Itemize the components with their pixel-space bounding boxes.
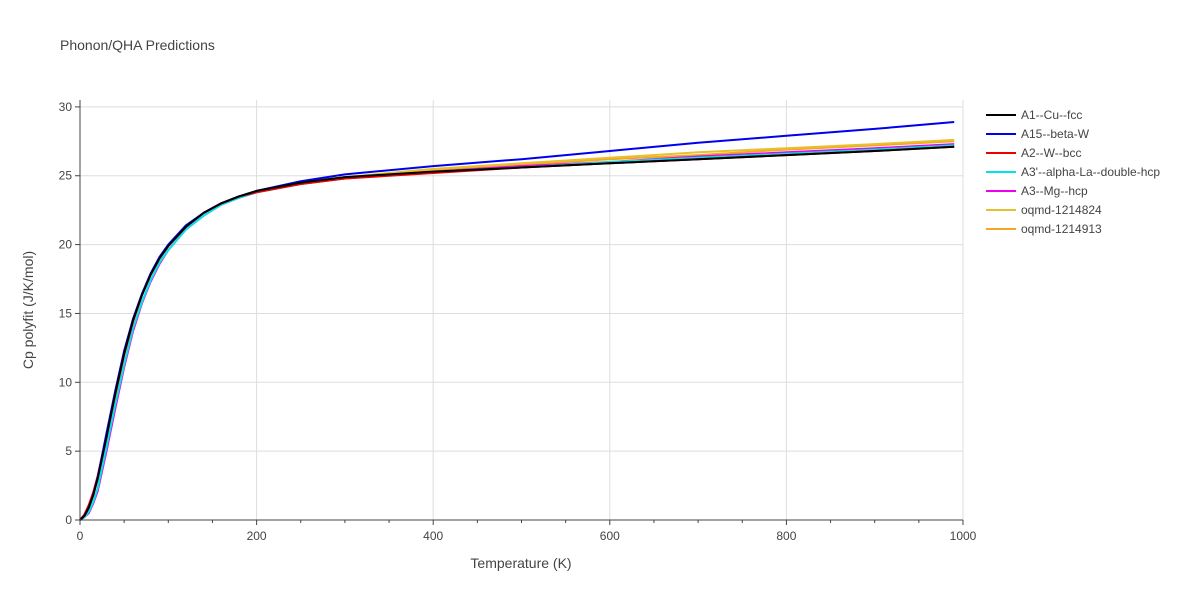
- y-tick-label: 10: [59, 375, 73, 389]
- legend-item[interactable]: A1--Cu--fcc: [986, 108, 1082, 122]
- y-tick-label: 0: [65, 513, 72, 527]
- legend-label: A2--W--bcc: [1021, 146, 1081, 160]
- x-tick-label: 800: [776, 529, 796, 543]
- series-line-2[interactable]: [79, 145, 955, 521]
- series-line-6[interactable]: [79, 140, 955, 521]
- series-line-3[interactable]: [79, 144, 955, 521]
- legend-item[interactable]: A3'--alpha-La--double-hcp: [986, 165, 1160, 179]
- legend[interactable]: A1--Cu--fcc A15--beta-W A2--W--bcc A3'--alp…: [986, 108, 1160, 236]
- y-tick-label: 15: [59, 306, 73, 320]
- plot-area: [79, 121, 955, 521]
- chart-title: Phonon/QHA Predictions: [60, 37, 215, 53]
- x-tick-label: 600: [600, 529, 620, 543]
- series-line-4[interactable]: [79, 143, 955, 521]
- x-tick-label: 200: [247, 529, 267, 543]
- legend-label: oqmd-1214913: [1021, 222, 1102, 236]
- y-axis-title: Cp polyfit (J/K/mol): [20, 251, 36, 369]
- legend-item[interactable]: A15--beta-W: [986, 127, 1090, 141]
- legend-label: A15--beta-W: [1021, 127, 1090, 141]
- y-tick-label: 20: [59, 238, 73, 252]
- legend-label: oqmd-1214824: [1021, 203, 1102, 217]
- legend-item[interactable]: A3--Mg--hcp: [986, 184, 1088, 198]
- x-tick-label: 1000: [950, 529, 977, 543]
- x-tick-label: 400: [423, 529, 443, 543]
- y-tick-label: 30: [59, 100, 73, 114]
- legend-label: A3--Mg--hcp: [1021, 184, 1088, 198]
- legend-item[interactable]: oqmd-1214824: [986, 203, 1102, 217]
- grid: [80, 100, 964, 520]
- legend-label: A3'--alpha-La--double-hcp: [1021, 165, 1160, 179]
- legend-label: A1--Cu--fcc: [1021, 108, 1082, 122]
- legend-item[interactable]: oqmd-1214913: [986, 222, 1102, 236]
- x-tick-label: 0: [77, 529, 84, 543]
- x-axis-title: Temperature (K): [470, 555, 571, 571]
- series-line-1[interactable]: [79, 121, 955, 521]
- legend-item[interactable]: A2--W--bcc: [986, 146, 1081, 160]
- axes: 0 5 10 15 20 25 30 0 200 400 600 800 1000: [59, 100, 977, 543]
- y-tick-label: 5: [65, 444, 72, 458]
- series-line-5[interactable]: [79, 138, 955, 521]
- y-tick-label: 25: [59, 169, 73, 183]
- series-line-0[interactable]: [79, 145, 955, 521]
